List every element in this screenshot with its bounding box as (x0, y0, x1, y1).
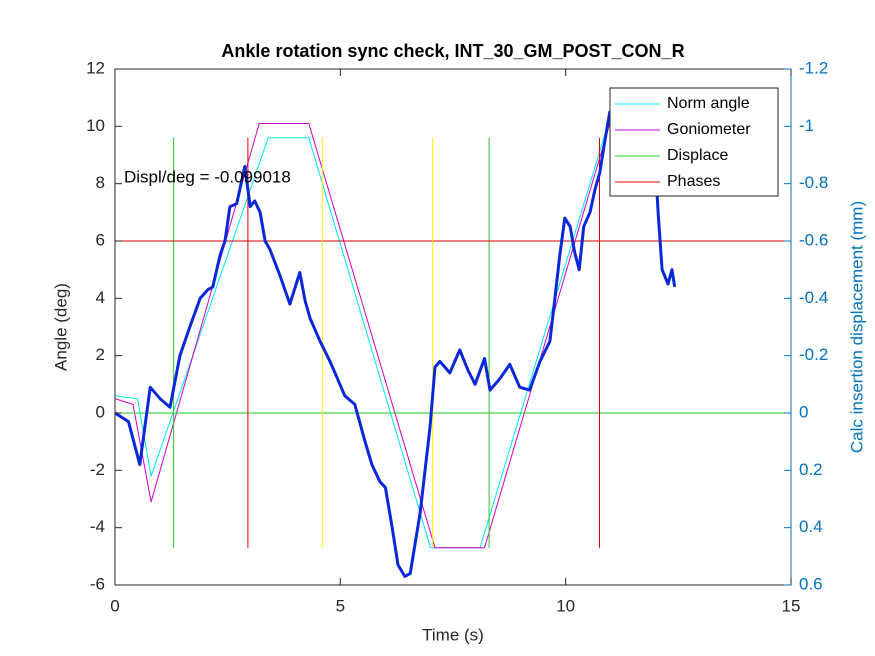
y-tick-label: 6 (96, 230, 105, 249)
legend-box (609, 87, 779, 197)
y-tick-label: 8 (96, 173, 105, 192)
series-line (114, 120, 612, 549)
y2-tick-label: 0.4 (799, 517, 823, 536)
y-tick-label: 12 (86, 58, 105, 77)
legend: Norm angle Goniometer Displace Phases (609, 87, 779, 197)
y2-tick-label: 0 (799, 402, 808, 421)
y2-tick-label: -0.4 (799, 288, 828, 307)
y-tick-label: -2 (90, 460, 105, 479)
x-axis-label: Time (s) (422, 625, 484, 644)
y2-tick-label: 0.2 (799, 460, 823, 479)
y2-tick-label: -1.2 (799, 58, 828, 77)
series-line (114, 101, 677, 578)
x-tick-label: 10 (556, 596, 575, 615)
y-tick-label: 2 (96, 345, 105, 364)
y-tick-label: -6 (90, 574, 105, 593)
y2-axis-label: Calc insertion displacement (mm) (847, 201, 866, 453)
chart-title: Ankle rotation sync check, INT_30_GM_POS… (221, 41, 684, 61)
y-tick-label: 10 (86, 116, 105, 135)
y2-tick-label: -0.2 (799, 345, 828, 364)
legend-label: Displace (667, 147, 728, 164)
y2-tick-label: -0.6 (799, 230, 828, 249)
x-tick-label: 15 (782, 596, 801, 615)
y-tick-label: -4 (90, 517, 105, 536)
legend-label: Phases (667, 173, 720, 190)
legend-label: Norm angle (667, 95, 750, 112)
series-line (115, 137, 791, 548)
y-axis-label: Angle (deg) (51, 283, 70, 371)
x-tick-label: 0 (110, 596, 119, 615)
y-tick-label: 0 (96, 402, 105, 421)
annotation: Displ/deg = -0.099018 (124, 167, 291, 186)
y2-tick-label: 0.6 (799, 574, 823, 593)
x-tick-label: 5 (336, 596, 345, 615)
y-tick-label: 4 (96, 288, 105, 307)
y2-tick-label: -1 (799, 116, 814, 135)
legend-label: Goniometer (667, 121, 751, 138)
series-line (115, 137, 791, 548)
y2-tick-label: -0.8 (799, 173, 828, 192)
plot-lines (114, 101, 791, 578)
